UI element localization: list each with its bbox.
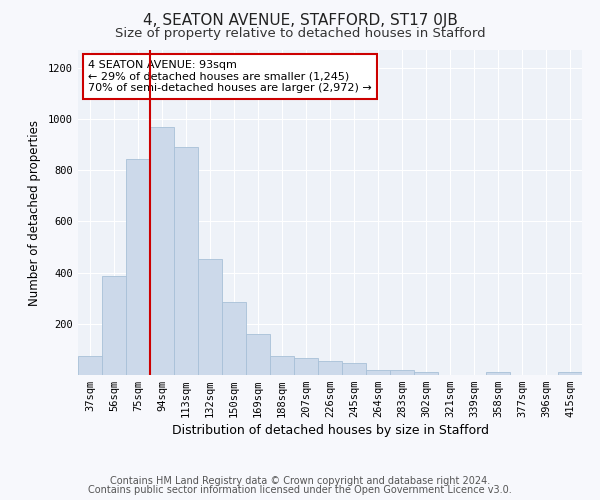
Bar xyxy=(150,127,174,375)
Bar xyxy=(78,356,102,375)
Bar xyxy=(486,372,510,375)
Y-axis label: Number of detached properties: Number of detached properties xyxy=(28,120,41,306)
Text: Contains HM Land Registry data © Crown copyright and database right 2024.: Contains HM Land Registry data © Crown c… xyxy=(110,476,490,486)
Text: 4, SEATON AVENUE, STAFFORD, ST17 0JB: 4, SEATON AVENUE, STAFFORD, ST17 0JB xyxy=(143,12,457,28)
Bar xyxy=(390,370,414,375)
Bar xyxy=(102,276,126,375)
Bar xyxy=(246,334,270,375)
Bar xyxy=(270,356,294,375)
Text: 4 SEATON AVENUE: 93sqm
← 29% of detached houses are smaller (1,245)
70% of semi-: 4 SEATON AVENUE: 93sqm ← 29% of detached… xyxy=(88,60,372,93)
Text: Size of property relative to detached houses in Stafford: Size of property relative to detached ho… xyxy=(115,28,485,40)
Text: Contains public sector information licensed under the Open Government Licence v3: Contains public sector information licen… xyxy=(88,485,512,495)
Bar xyxy=(198,258,222,375)
Bar xyxy=(174,147,198,375)
X-axis label: Distribution of detached houses by size in Stafford: Distribution of detached houses by size … xyxy=(172,424,488,438)
Bar xyxy=(222,302,246,375)
Bar xyxy=(126,159,150,375)
Bar xyxy=(318,361,342,375)
Bar xyxy=(414,372,438,375)
Bar xyxy=(294,358,318,375)
Bar xyxy=(342,362,366,375)
Bar xyxy=(366,370,390,375)
Bar xyxy=(558,372,582,375)
